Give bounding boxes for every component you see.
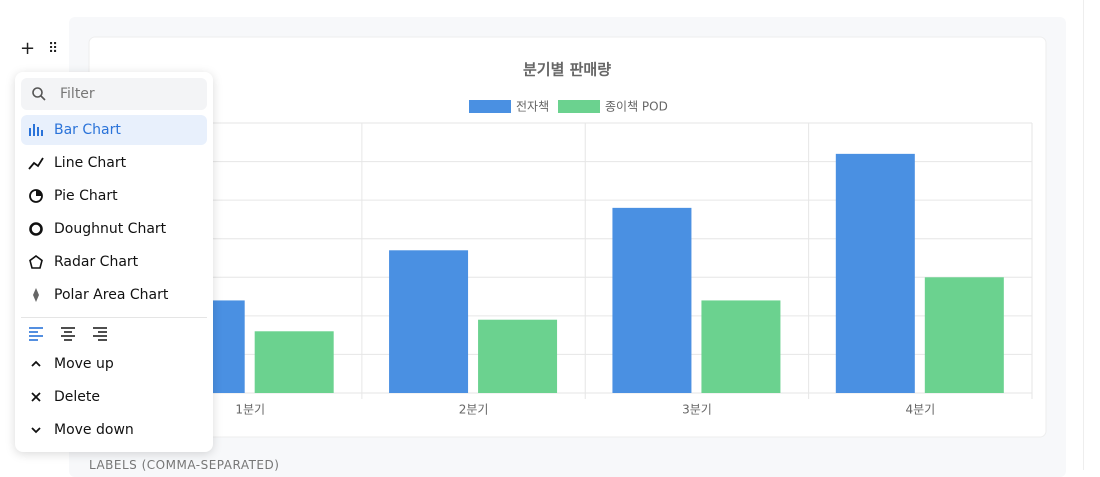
menu-icon bbox=[31, 360, 41, 367]
chart-type-option[interactable]: Doughnut Chart bbox=[21, 214, 207, 244]
labels-heading: LABELS (COMMA-SEPARATED) bbox=[89, 458, 280, 472]
chart-title: 분기별 판매량 bbox=[523, 61, 611, 79]
menu-label: Move up bbox=[54, 356, 114, 372]
menu-action[interactable]: Move up bbox=[21, 349, 207, 379]
filter-placeholder: Filter bbox=[60, 86, 95, 102]
chart-type-option[interactable]: Line Chart bbox=[21, 148, 207, 178]
menu-icon bbox=[29, 189, 43, 203]
search-icon bbox=[32, 87, 46, 101]
chart-type-option[interactable]: Pie Chart bbox=[21, 181, 207, 211]
add-button[interactable]: + bbox=[20, 38, 36, 59]
chart-type-option[interactable]: Bar Chart bbox=[21, 115, 207, 145]
legend-label: 전자책 bbox=[516, 99, 549, 114]
x-tick-label: 4분기 bbox=[905, 403, 935, 417]
menu-label: Doughnut Chart bbox=[54, 221, 167, 237]
block-menu: Filter Bar Chart Line Chart Pie Chart Dough… bbox=[15, 72, 213, 452]
filter-input[interactable]: Filter bbox=[21, 78, 207, 110]
menu-icon bbox=[29, 255, 43, 269]
menu-icon bbox=[28, 157, 44, 170]
menu-action[interactable]: Move down bbox=[21, 415, 207, 445]
bar bbox=[835, 153, 915, 393]
x-tick-label: 3분기 bbox=[682, 403, 712, 417]
menu-label: Pie Chart bbox=[54, 188, 118, 204]
bar bbox=[924, 277, 1004, 393]
menu-label: Move down bbox=[54, 422, 134, 438]
bar bbox=[389, 250, 469, 393]
menu-label: Polar Area Chart bbox=[54, 287, 169, 303]
bar bbox=[701, 300, 781, 393]
x-tick-label: 2분기 bbox=[459, 403, 489, 417]
menu-label: Bar Chart bbox=[54, 122, 121, 138]
menu-label: Radar Chart bbox=[54, 254, 139, 270]
menu-icon bbox=[33, 288, 39, 302]
chart-type-option[interactable]: Radar Chart bbox=[21, 247, 207, 277]
bar bbox=[612, 207, 692, 393]
menu-action[interactable]: Delete bbox=[21, 382, 207, 412]
menu-icon bbox=[31, 392, 41, 402]
x-tick-label: 1분기 bbox=[235, 403, 265, 417]
legend-label: 종이책 POD bbox=[605, 99, 668, 114]
bar bbox=[478, 319, 558, 393]
menu-icon bbox=[31, 427, 41, 434]
legend-swatch bbox=[469, 100, 511, 113]
align-buttons[interactable] bbox=[27, 324, 127, 346]
drag-handle[interactable]: ⠿ bbox=[48, 41, 59, 57]
separator bbox=[21, 317, 207, 318]
legend-swatch bbox=[558, 100, 600, 113]
menu-icon bbox=[29, 124, 43, 136]
chart-type-option[interactable]: Polar Area Chart bbox=[21, 280, 207, 310]
menu-icon bbox=[29, 222, 43, 236]
menu-label: Delete bbox=[54, 389, 100, 405]
divider bbox=[1083, 0, 1084, 470]
menu-label: Line Chart bbox=[54, 155, 127, 171]
bar bbox=[254, 331, 334, 393]
